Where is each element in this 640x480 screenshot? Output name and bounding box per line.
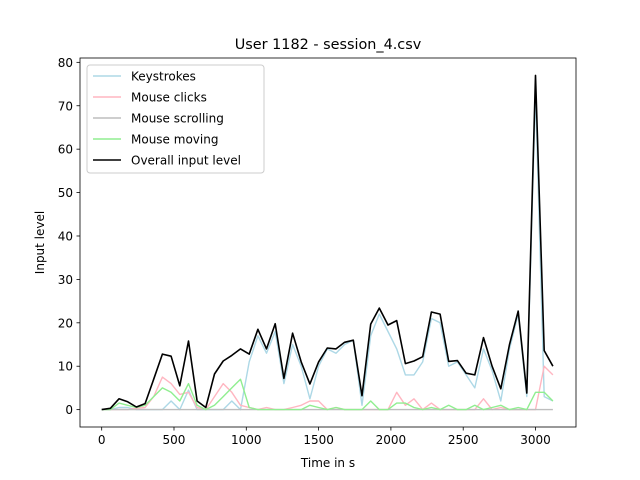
chart-title: User 1182 - session_4.csv	[235, 37, 422, 53]
y-tick-label: 0	[65, 403, 73, 417]
x-tick-label: 500	[163, 433, 186, 447]
y-tick-label: 30	[58, 273, 73, 287]
x-tick-label: 0	[98, 433, 106, 447]
x-tick-label: 2000	[376, 433, 407, 447]
y-tick-label: 60	[58, 143, 73, 157]
legend-label-mouse-clicks: Mouse clicks	[131, 91, 207, 105]
y-tick-label: 40	[58, 229, 73, 243]
x-tick-label: 2500	[448, 433, 479, 447]
y-tick-label: 20	[58, 316, 73, 330]
axis-ticks: 0 500 1000 1500 2000 2500 3000 0 10 20 30 40 50 60 70 8…	[58, 56, 551, 447]
series-lines	[101, 74, 554, 411]
legend-label-overall-input-level: Overall input level	[131, 154, 241, 168]
y-tick-label: 70	[58, 99, 73, 113]
series-line-mouse-moving	[101, 378, 554, 411]
y-tick-label: 50	[58, 186, 73, 200]
x-tick-label: 1000	[231, 433, 262, 447]
legend-label-keystrokes: Keystrokes	[131, 70, 196, 84]
y-tick-label: 80	[58, 56, 73, 70]
legend: Keystrokes Mouse clicks Mouse scrolling Mou…	[86, 64, 265, 174]
legend-box	[86, 64, 265, 174]
x-tick-label: 1500	[303, 433, 334, 447]
legend-label-mouse-scrolling: Mouse scrolling	[131, 112, 224, 126]
x-tick-label: 3000	[520, 433, 551, 447]
y-axis-label: Input level	[33, 211, 47, 274]
x-axis-label: Time in s	[300, 456, 355, 470]
legend-label-mouse-moving: Mouse moving	[131, 133, 218, 147]
plot-frame	[79, 57, 577, 428]
series-line-overall-input-level	[101, 74, 554, 411]
y-tick-label: 10	[58, 360, 73, 374]
